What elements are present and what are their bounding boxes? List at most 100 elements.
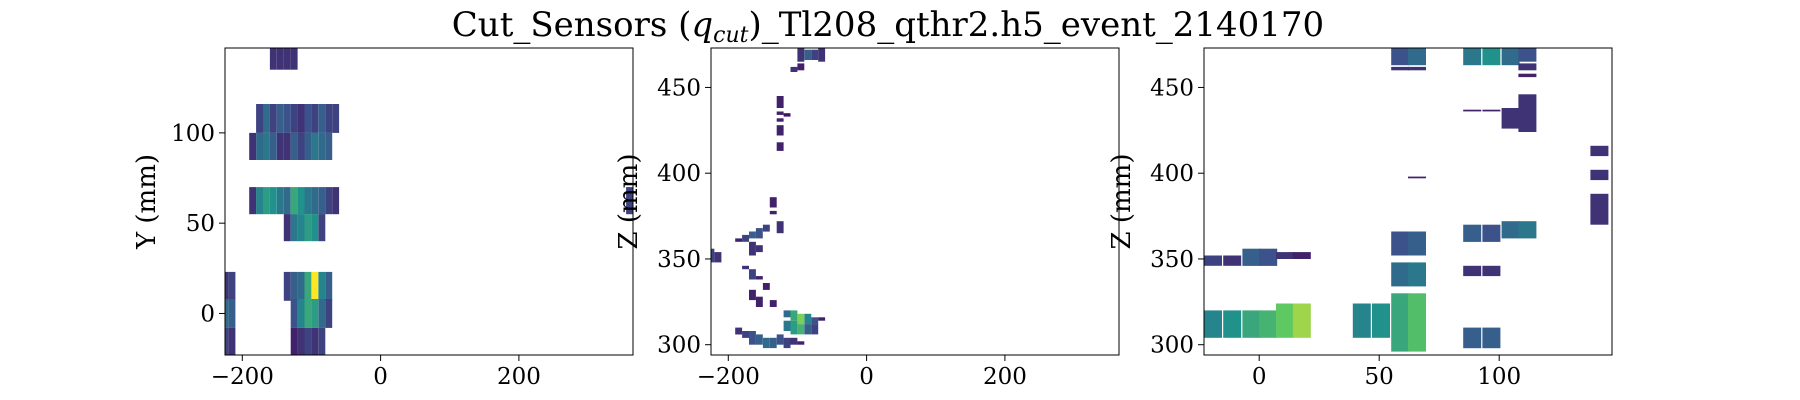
y-tick-label: 50 xyxy=(186,211,215,237)
y-tick-label: 350 xyxy=(657,247,701,273)
heatmap-cell xyxy=(776,334,784,345)
heatmap-cell xyxy=(297,132,305,160)
heatmap-cell xyxy=(1408,262,1426,287)
x-tick-label: −200 xyxy=(697,364,760,390)
heatmap-cell xyxy=(225,271,229,301)
heatmap-cell xyxy=(762,224,770,232)
heatmap-cell xyxy=(249,132,257,160)
heatmap-cell xyxy=(318,271,326,301)
y-tick-label: 450 xyxy=(1150,75,1194,101)
heatmap-cell xyxy=(1223,255,1242,266)
heatmap-cell xyxy=(1501,108,1520,129)
heatmap-cell xyxy=(297,299,305,328)
heatmap-cell xyxy=(797,313,805,325)
heatmap-cell xyxy=(1463,327,1482,349)
heatmap-cell xyxy=(249,187,257,215)
heatmap-cell xyxy=(276,104,284,133)
heatmap-cell xyxy=(283,187,291,215)
heatmap-cell xyxy=(297,214,305,242)
x-tick-label: 0 xyxy=(859,364,874,390)
heatmap-cell xyxy=(311,327,319,355)
heatmap-cell xyxy=(318,214,326,242)
heatmap-cell xyxy=(269,132,277,160)
heatmap-cell xyxy=(332,104,340,133)
heatmap-cell xyxy=(1408,231,1426,256)
heatmap-cell xyxy=(269,48,277,70)
heatmap-cell xyxy=(804,324,812,335)
heatmap-cell xyxy=(304,271,312,301)
y-axis-label: Z (mm) xyxy=(1107,154,1137,250)
x-tick-label: 200 xyxy=(983,364,1027,390)
heatmap-cell xyxy=(804,49,812,60)
heatmap-cell xyxy=(755,334,763,345)
heatmap-cell xyxy=(304,214,312,242)
heatmap-cell xyxy=(304,104,312,133)
heatmap-cell xyxy=(769,210,777,215)
heatmap-cell xyxy=(755,276,763,280)
heatmap-cell xyxy=(1501,221,1520,239)
heatmap-cell xyxy=(290,327,298,355)
heatmap-cell xyxy=(1590,145,1609,157)
heatmap-cell xyxy=(769,337,777,349)
axes-frame xyxy=(1203,47,1613,356)
heatmap-cell xyxy=(225,299,229,328)
heatmap-cell xyxy=(790,337,798,345)
heatmap-cell xyxy=(1590,193,1609,225)
heatmap-cell xyxy=(276,187,284,215)
heatmap-cell xyxy=(776,221,784,234)
heatmap-cell xyxy=(783,320,791,331)
heatmap-cell xyxy=(1204,255,1222,266)
heatmap-cell xyxy=(776,142,784,151)
heatmap-cell xyxy=(749,269,756,280)
heatmap-cell xyxy=(749,331,756,345)
heatmap-cell xyxy=(283,132,291,160)
heatmap-cell xyxy=(304,132,312,160)
heatmap-cell xyxy=(811,324,819,335)
heatmap-cell xyxy=(1518,63,1537,71)
heatmap-cell xyxy=(290,271,298,301)
title-sub: cut xyxy=(713,23,748,48)
figure-title: Cut_Sensors (qcut)_Tl208_qthr2.h5_event_… xyxy=(452,5,1324,48)
y-axis-label: Z (mm) xyxy=(614,154,644,250)
heatmap-cell xyxy=(290,187,298,215)
heatmap-cell xyxy=(325,299,333,328)
heatmap-cell xyxy=(311,132,319,160)
y-tick-label: 400 xyxy=(657,161,701,187)
heatmap-cell xyxy=(1391,48,1410,66)
heatmap-cell xyxy=(304,299,312,328)
heatmap-cell xyxy=(1482,109,1501,112)
heatmap-cell xyxy=(1276,303,1294,338)
heatmap-cell xyxy=(776,96,784,108)
heatmap-cell xyxy=(1276,252,1294,259)
y-tick-label: 300 xyxy=(657,333,701,359)
heatmap-cells xyxy=(711,48,826,349)
heatmap-cell xyxy=(790,66,798,72)
heatmap-cell xyxy=(263,132,270,160)
heatmap-cell xyxy=(1482,265,1501,277)
heatmap-cell xyxy=(311,214,319,242)
heatmap-cell xyxy=(797,48,805,62)
heatmap-cell xyxy=(256,104,263,133)
heatmap-cell xyxy=(1292,303,1311,338)
heatmap-cell xyxy=(1590,169,1609,181)
x-tick-label: 100 xyxy=(1477,364,1521,390)
heatmap-cell xyxy=(269,104,277,133)
heatmap-cell xyxy=(797,63,805,71)
panel-1: −200 0 200 0 50 100 Y (mm) xyxy=(132,47,634,390)
heatmap-cells xyxy=(1204,48,1609,352)
x-tick-label: 50 xyxy=(1365,364,1394,390)
heatmap-cell xyxy=(311,187,319,215)
heatmap-cell xyxy=(749,231,756,239)
heatmap-cell xyxy=(1292,252,1311,259)
panels: −200 0 200 0 50 100 Y (mm) −200 0 200 300 350 400 450… xyxy=(132,47,1613,390)
heatmap-cell xyxy=(325,187,333,215)
heatmap-cell xyxy=(1501,48,1520,66)
heatmap-cell xyxy=(283,104,291,133)
heatmap-cell xyxy=(276,132,284,160)
heatmap-cell xyxy=(804,313,812,325)
heatmap-cell xyxy=(714,252,722,263)
heatmap-cell xyxy=(762,283,770,290)
heatmap-cell xyxy=(755,296,763,307)
heatmap-cell xyxy=(1408,48,1426,66)
heatmap-cell xyxy=(1482,48,1501,66)
